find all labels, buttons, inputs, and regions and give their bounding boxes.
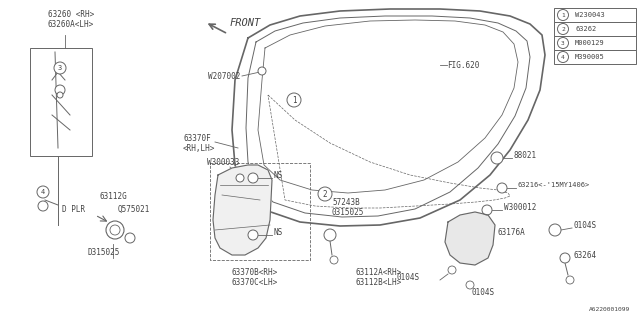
- Text: 0104S: 0104S: [472, 288, 495, 297]
- Text: 63370F: 63370F: [183, 134, 211, 143]
- Text: 4: 4: [561, 54, 565, 60]
- Circle shape: [557, 52, 568, 62]
- Circle shape: [560, 253, 570, 263]
- Circle shape: [106, 221, 124, 239]
- Circle shape: [466, 281, 474, 289]
- Text: W207002: W207002: [207, 71, 240, 81]
- Text: 57243B: 57243B: [332, 198, 360, 207]
- Text: FIG.620: FIG.620: [447, 60, 479, 69]
- Circle shape: [110, 225, 120, 235]
- Text: 1: 1: [292, 95, 296, 105]
- Text: D PLR: D PLR: [62, 205, 85, 214]
- Circle shape: [557, 10, 568, 20]
- Bar: [30, 48, 92, 156]
- Text: M390005: M390005: [575, 54, 605, 60]
- Circle shape: [566, 276, 574, 284]
- Text: 4: 4: [41, 189, 45, 195]
- Circle shape: [258, 67, 266, 75]
- Text: 63262: 63262: [575, 26, 596, 32]
- Circle shape: [448, 266, 456, 274]
- Text: 63264: 63264: [574, 251, 597, 260]
- Circle shape: [38, 201, 48, 211]
- Circle shape: [557, 23, 568, 35]
- Circle shape: [318, 187, 332, 201]
- Text: 63260 <RH>: 63260 <RH>: [48, 10, 94, 19]
- Text: <RH,LH>: <RH,LH>: [183, 144, 216, 153]
- Text: FRONT: FRONT: [230, 18, 261, 28]
- Circle shape: [549, 224, 561, 236]
- Circle shape: [287, 93, 301, 107]
- Text: 2: 2: [561, 27, 565, 31]
- Text: NS: NS: [274, 171, 284, 180]
- Text: 63370C<LH>: 63370C<LH>: [232, 278, 278, 287]
- Circle shape: [236, 174, 244, 182]
- Text: 2: 2: [323, 189, 327, 198]
- Text: Q575021: Q575021: [118, 205, 150, 214]
- Text: NS: NS: [274, 228, 284, 236]
- Circle shape: [37, 186, 49, 198]
- Circle shape: [125, 233, 135, 243]
- Polygon shape: [213, 165, 272, 255]
- Text: 0104S: 0104S: [397, 274, 420, 283]
- Circle shape: [491, 152, 503, 164]
- Circle shape: [54, 62, 66, 74]
- Circle shape: [248, 173, 258, 183]
- Text: 63112B<LH>: 63112B<LH>: [355, 278, 401, 287]
- Text: A6220001099: A6220001099: [589, 307, 630, 312]
- Circle shape: [330, 256, 338, 264]
- Text: 0104S: 0104S: [574, 220, 597, 229]
- Bar: [554, 22, 636, 36]
- Bar: [554, 36, 636, 50]
- Text: 0315025: 0315025: [332, 208, 364, 217]
- Circle shape: [497, 183, 507, 193]
- Circle shape: [248, 230, 258, 240]
- Polygon shape: [445, 212, 495, 265]
- Text: 63216<-'15MY1406>: 63216<-'15MY1406>: [518, 182, 590, 188]
- Text: 63370B<RH>: 63370B<RH>: [232, 268, 278, 277]
- Bar: [554, 50, 636, 64]
- Text: 3: 3: [58, 65, 62, 71]
- Text: W300012: W300012: [504, 203, 536, 212]
- Text: W230043: W230043: [575, 12, 605, 18]
- Circle shape: [557, 37, 568, 49]
- Text: 63112A<RH>: 63112A<RH>: [355, 268, 401, 277]
- Text: 1: 1: [561, 12, 565, 18]
- Text: 63260A<LH>: 63260A<LH>: [48, 20, 94, 29]
- Circle shape: [57, 92, 63, 98]
- Text: 63112G: 63112G: [100, 192, 128, 201]
- Text: 3: 3: [561, 41, 565, 45]
- Bar: [554, 8, 636, 22]
- Circle shape: [482, 205, 492, 215]
- Circle shape: [324, 229, 336, 241]
- Text: D315025: D315025: [88, 248, 120, 257]
- Text: 63176A: 63176A: [497, 228, 525, 236]
- Circle shape: [55, 85, 65, 95]
- Text: M000129: M000129: [575, 40, 605, 46]
- Text: 88021: 88021: [514, 150, 537, 159]
- Text: W300033: W300033: [207, 158, 239, 167]
